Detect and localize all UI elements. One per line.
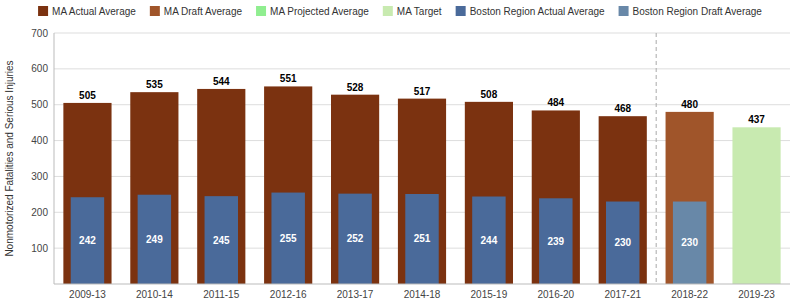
data-label: 244 [481, 235, 498, 246]
data-label: 528 [347, 82, 364, 93]
data-label: 252 [347, 233, 364, 244]
bar [606, 202, 639, 284]
bar [532, 110, 580, 284]
bar [130, 92, 178, 284]
y-tick-label: 500 [31, 99, 48, 110]
legend-swatch [38, 6, 48, 16]
data-label: 242 [79, 235, 96, 246]
bar [338, 194, 371, 284]
legend-swatch [256, 6, 266, 16]
data-label: 251 [414, 233, 431, 244]
data-label: 249 [146, 234, 163, 245]
bar [472, 197, 505, 284]
x-tick-label: 2014-18 [404, 289, 441, 300]
bar [271, 193, 304, 284]
data-label: 484 [547, 97, 564, 108]
legend-label: MA Actual Average [52, 6, 136, 17]
bar [63, 103, 111, 284]
bars [63, 86, 780, 284]
legend-swatch [456, 6, 466, 16]
data-label: 505 [79, 90, 96, 101]
legend-swatch [150, 6, 160, 16]
bar [405, 194, 438, 284]
legend-item: Boston Region Actual Average [456, 6, 605, 17]
y-tick-label: 700 [31, 28, 48, 39]
data-label: 508 [481, 89, 498, 100]
x-tick-label: 2015-19 [471, 289, 508, 300]
data-label: 517 [414, 86, 431, 97]
data-label: 255 [280, 233, 297, 244]
data-labels: 505 535 544 551 528 517 508 484 468 480 437 242 249 2… [79, 73, 765, 248]
legend-label: MA Projected Average [270, 6, 369, 17]
bar [398, 99, 446, 284]
bar [673, 202, 706, 284]
y-tick-label: 100 [31, 243, 48, 254]
y-axis-line [54, 33, 55, 284]
bar [539, 198, 572, 284]
y-tick-label: 300 [31, 171, 48, 182]
bar [205, 196, 238, 284]
bar [599, 116, 647, 284]
bar [732, 127, 780, 284]
x-tick-label: 2017-21 [604, 289, 641, 300]
x-tick-label: 2018-22 [671, 289, 708, 300]
data-label: 535 [146, 79, 163, 90]
legend-label: Boston Region Actual Average [470, 6, 605, 17]
data-label: 239 [547, 236, 564, 247]
x-tick-label: 2009-13 [69, 289, 106, 300]
bar [71, 197, 104, 284]
x-tick-label: 2019-23 [738, 289, 775, 300]
data-label: 551 [280, 73, 297, 84]
legend-item: MA Actual Average [38, 6, 136, 17]
divider [656, 33, 657, 284]
y-tick-label: 200 [31, 207, 48, 218]
data-label: 544 [213, 76, 230, 87]
x-tick-label: 2012-16 [270, 289, 307, 300]
x-tick-label: 2016-20 [537, 289, 574, 300]
data-label: 437 [748, 114, 765, 125]
legend-item: MA Projected Average [256, 6, 369, 17]
bar [138, 195, 171, 284]
x-tick-label: 2013-17 [337, 289, 374, 300]
data-label: 230 [681, 237, 698, 248]
bar [197, 89, 245, 284]
bar [666, 112, 714, 284]
legend-item: MA Draft Average [150, 6, 243, 17]
y-tick-label: 400 [31, 135, 48, 146]
legend-item: Boston Region Draft Average [619, 6, 763, 17]
y-tick-label: 600 [31, 63, 48, 74]
legend-swatch [383, 6, 393, 16]
data-label: 468 [614, 103, 631, 114]
legend-label: MA Target [397, 6, 442, 17]
legend-label: Boston Region Draft Average [633, 6, 763, 17]
legend-swatch [619, 6, 629, 16]
grid-line [54, 33, 790, 34]
bar [331, 95, 379, 284]
bar [465, 102, 513, 284]
data-label: 230 [614, 237, 631, 248]
y-axis-label: Nonmotorized Fatalities and Serious Inju… [4, 60, 15, 256]
x-tick-label: 2010-14 [136, 289, 173, 300]
chart: MA Actual Average MA Draft Average MA Proj… [0, 0, 800, 306]
data-label: 480 [681, 99, 698, 110]
x-axis-line [54, 284, 790, 285]
grid-line [54, 68, 790, 69]
legend-label: MA Draft Average [164, 6, 243, 17]
x-tick-label: 2011-15 [203, 289, 239, 300]
legend: MA Actual Average MA Draft Average MA Proj… [38, 6, 762, 17]
data-label: 245 [213, 235, 230, 246]
bar [264, 86, 312, 284]
legend-item: MA Target [383, 6, 442, 17]
